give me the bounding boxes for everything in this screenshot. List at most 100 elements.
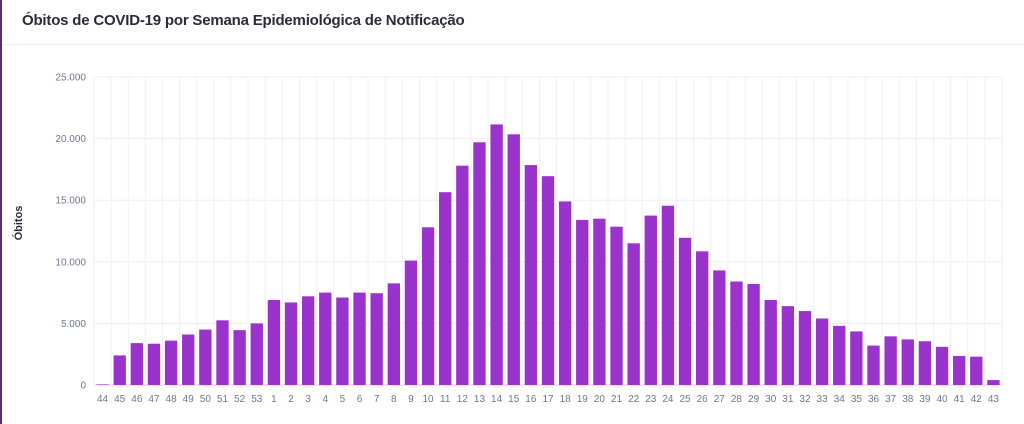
bar[interactable] [250,323,263,385]
bar[interactable] [970,356,983,385]
bar[interactable] [815,318,829,385]
bar[interactable] [678,237,692,385]
x-tick-label: 2 [288,394,294,405]
x-tick-label: 20 [594,394,606,405]
grid-lines [93,76,1003,386]
bar[interactable] [935,346,949,385]
x-tick-label: 48 [166,394,178,405]
bar[interactable] [113,355,126,385]
bar[interactable] [593,218,606,385]
bar[interactable] [850,331,863,385]
bar[interactable] [541,176,555,385]
bar[interactable] [867,345,880,385]
x-tick-label: 8 [391,394,397,405]
bar[interactable] [524,165,538,385]
x-tick-label: 14 [491,394,503,405]
x-tick-label: 21 [611,394,623,405]
x-tick-label: 42 [971,394,983,405]
bar[interactable] [267,299,281,385]
bar[interactable] [164,340,178,385]
bar[interactable] [182,334,195,385]
bar[interactable] [987,380,1000,385]
x-tick-label: 29 [748,394,760,405]
bar[interactable] [644,215,657,385]
bar[interactable] [798,311,812,385]
x-tick-label: 6 [357,394,363,405]
x-tick-label: 15 [508,394,520,405]
bar[interactable] [473,142,486,385]
bar[interactable] [764,299,777,385]
x-tick-label: 32 [799,394,811,405]
y-tick-label: 10.000 [55,257,86,268]
bar[interactable] [319,292,332,385]
x-tick-label: 26 [697,394,709,405]
bar[interactable] [404,260,418,385]
bar[interactable] [918,341,932,385]
bar[interactable] [696,251,709,385]
bar[interactable] [147,343,161,385]
bar[interactable] [558,201,572,385]
bar[interactable] [301,296,315,385]
bar[interactable] [507,134,520,385]
x-tick-label: 46 [131,394,143,405]
x-tick-label: 45 [114,394,126,405]
x-tick-label: 10 [423,394,435,405]
x-tick-label: 25 [679,394,691,405]
x-tick-label: 34 [834,394,846,405]
x-tick-label: 39 [919,394,931,405]
bar[interactable] [387,283,400,385]
x-tick-label: 40 [936,394,948,405]
bar[interactable] [353,292,366,385]
bar[interactable] [627,243,640,385]
bar[interactable] [456,165,469,385]
x-axis-ticks: 44 45 46 47 48 49 50 51 52 53 1 2 3 4 5 6 7 8 9 10 11 12 13 14 1… [97,394,999,405]
y-tick-label: 15.000 [55,196,86,207]
x-tick-label: 1 [271,394,277,405]
title-divider [2,44,1024,45]
x-tick-label: 22 [628,394,640,405]
bar[interactable] [284,302,298,385]
bar[interactable] [370,293,383,385]
x-tick-label: 30 [765,394,777,405]
bar[interactable] [439,192,452,385]
x-tick-label: 44 [97,394,109,405]
bar[interactable] [130,343,143,385]
bar[interactable] [610,226,623,385]
x-tick-label: 33 [817,394,829,405]
x-tick-label: 17 [542,394,554,405]
bar[interactable] [781,306,795,385]
bar[interactable] [576,219,589,385]
x-tick-label: 52 [234,394,246,405]
bar[interactable] [490,124,503,385]
bar[interactable] [336,297,349,385]
x-tick-label: 9 [408,394,414,405]
x-tick-label: 19 [577,394,589,405]
x-tick-label: 35 [851,394,863,405]
bar[interactable] [730,281,743,385]
x-tick-label: 28 [731,394,743,405]
bar[interactable] [901,339,914,385]
bar[interactable] [953,356,966,385]
bar[interactable] [833,325,846,385]
y-tick-label: 5.000 [61,319,86,330]
y-tick-label: 0 [80,381,86,392]
bar[interactable] [96,384,109,385]
bar[interactable] [233,330,246,385]
x-tick-label: 50 [200,394,212,405]
bar[interactable] [713,270,726,385]
bar[interactable] [421,227,435,385]
x-tick-label: 41 [954,394,966,405]
bar[interactable] [661,205,675,385]
x-tick-label: 37 [885,394,897,405]
y-axis-ticks: 0 5.000 10.000 15.000 20.000 25.000 [55,73,86,392]
x-tick-label: 11 [440,394,451,405]
x-tick-label: 27 [714,394,726,405]
bar[interactable] [884,336,897,385]
bars [96,124,1000,385]
bar[interactable] [747,283,760,385]
bar[interactable] [199,329,212,385]
y-tick-label: 20.000 [55,134,86,145]
bar[interactable] [216,320,229,385]
